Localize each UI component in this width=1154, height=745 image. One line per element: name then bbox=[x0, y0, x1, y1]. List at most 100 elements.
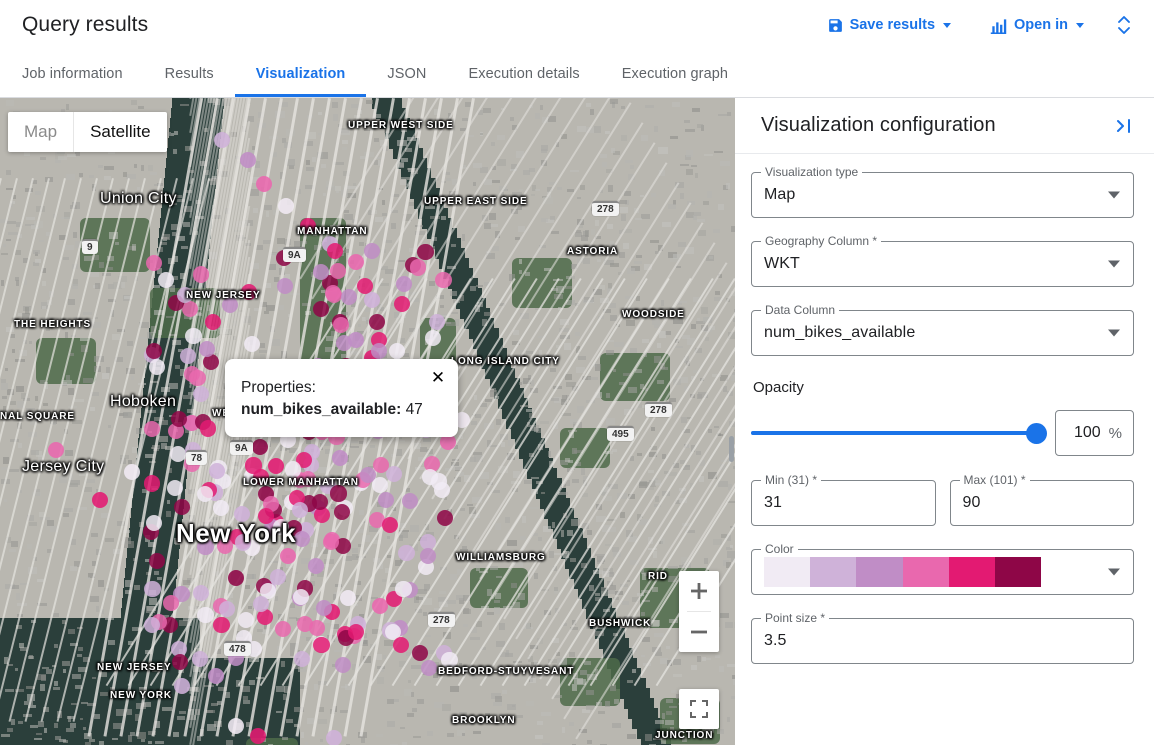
map-data-point[interactable] bbox=[292, 502, 309, 519]
map-data-point[interactable] bbox=[381, 516, 398, 533]
map-data-point[interactable] bbox=[198, 341, 215, 358]
map-data-point[interactable] bbox=[219, 601, 236, 618]
chevron-down-icon[interactable] bbox=[1108, 260, 1120, 268]
fullscreen-button[interactable] bbox=[679, 689, 719, 729]
map-zoom-control[interactable] bbox=[679, 571, 719, 652]
map-data-point[interactable] bbox=[252, 595, 269, 612]
map-data-point[interactable] bbox=[203, 353, 220, 371]
zoom-out-button[interactable] bbox=[679, 612, 719, 652]
opacity-value-input[interactable]: 100 % bbox=[1055, 410, 1134, 456]
point-size-input[interactable]: Point size * 3.5 bbox=[751, 611, 1134, 664]
map-data-point[interactable] bbox=[252, 469, 270, 486]
map-data-point[interactable] bbox=[334, 503, 351, 520]
map-data-point[interactable] bbox=[395, 581, 412, 598]
map-data-point[interactable] bbox=[227, 717, 245, 735]
map-data-point[interactable] bbox=[177, 286, 194, 303]
map-data-point[interactable] bbox=[213, 131, 231, 149]
map-data-point[interactable] bbox=[398, 545, 415, 562]
map-data-point[interactable] bbox=[148, 359, 165, 376]
map-data-point[interactable] bbox=[292, 588, 309, 605]
map-data-point[interactable] bbox=[167, 479, 184, 496]
map-data-point[interactable] bbox=[212, 499, 229, 517]
open-in-button[interactable]: Open in bbox=[981, 11, 1092, 40]
map-data-point[interactable] bbox=[434, 481, 451, 498]
close-icon[interactable]: ✕ bbox=[430, 367, 446, 387]
map-data-point[interactable] bbox=[329, 262, 346, 279]
chevron-down-icon[interactable] bbox=[1108, 329, 1120, 337]
map-data-point[interactable] bbox=[144, 616, 161, 633]
map-data-point[interactable] bbox=[385, 624, 402, 641]
map-data-point[interactable] bbox=[424, 330, 441, 347]
map-data-point[interactable] bbox=[421, 469, 438, 486]
map-data-point[interactable] bbox=[221, 296, 239, 313]
map-data-point[interactable] bbox=[363, 291, 381, 309]
map-data-point[interactable] bbox=[325, 729, 343, 745]
map-data-point[interactable] bbox=[192, 266, 209, 283]
map-data-point[interactable] bbox=[331, 449, 349, 467]
map-data-point[interactable] bbox=[336, 334, 353, 351]
map-data-point[interactable] bbox=[239, 151, 257, 169]
map-type-control[interactable]: Map Satellite bbox=[8, 112, 167, 152]
map-data-point[interactable] bbox=[235, 534, 252, 551]
map-data-point[interactable] bbox=[170, 410, 187, 427]
map-data-point[interactable] bbox=[205, 313, 222, 330]
map-info-window[interactable]: ✕ Properties: num_bikes_available: 47 bbox=[225, 359, 458, 437]
tab-visualization[interactable]: Visualization bbox=[234, 50, 367, 97]
map-data-point[interactable] bbox=[419, 547, 436, 564]
map-data-point[interactable] bbox=[182, 301, 199, 318]
tab-execution-details[interactable]: Execution details bbox=[468, 65, 580, 82]
map-data-point[interactable] bbox=[173, 677, 191, 695]
map-data-point[interactable] bbox=[259, 583, 276, 600]
map-data-point[interactable] bbox=[327, 242, 344, 259]
map-data-point[interactable] bbox=[341, 288, 358, 306]
map-data-point[interactable] bbox=[420, 659, 437, 676]
map-data-point[interactable] bbox=[312, 301, 329, 318]
map-data-point[interactable] bbox=[314, 507, 331, 524]
map-data-point[interactable] bbox=[393, 636, 410, 653]
map-data-point[interactable] bbox=[412, 644, 429, 661]
map-data-point[interactable] bbox=[296, 616, 313, 633]
color-select[interactable]: Color bbox=[751, 542, 1134, 595]
map-data-point[interactable] bbox=[409, 259, 426, 276]
opacity-slider[interactable] bbox=[751, 422, 1047, 444]
map-data-point[interactable] bbox=[274, 621, 291, 638]
map-data-point[interactable] bbox=[227, 569, 245, 587]
map-data-point[interactable] bbox=[185, 328, 202, 345]
map-data-point[interactable] bbox=[402, 492, 419, 509]
map-data-point[interactable] bbox=[193, 584, 210, 601]
map-data-point[interactable] bbox=[91, 491, 109, 509]
map-data-point[interactable] bbox=[370, 343, 387, 360]
map-data-point[interactable] bbox=[441, 651, 458, 668]
map-data-point[interactable] bbox=[307, 557, 325, 575]
map-data-point[interactable] bbox=[368, 314, 385, 331]
map-type-satellite[interactable]: Satellite bbox=[90, 122, 151, 141]
map-data-point[interactable] bbox=[368, 511, 385, 528]
visualization-type-select[interactable]: Visualization type Map bbox=[751, 165, 1134, 218]
map-data-point[interactable] bbox=[143, 475, 160, 492]
map-data-point[interactable] bbox=[347, 331, 365, 349]
map-data-point[interactable] bbox=[158, 271, 175, 288]
map-data-point[interactable] bbox=[315, 600, 332, 617]
map-data-point[interactable] bbox=[312, 493, 329, 510]
map-data-point[interactable] bbox=[189, 370, 206, 387]
map-data-point[interactable] bbox=[285, 461, 302, 478]
min-input[interactable]: Min (31) * 31 bbox=[751, 473, 936, 526]
map-data-point[interactable] bbox=[386, 466, 403, 483]
map-data-point[interactable] bbox=[299, 470, 316, 487]
map-data-point[interactable] bbox=[364, 243, 381, 260]
map-data-point[interactable] bbox=[335, 537, 352, 554]
map-data-point[interactable] bbox=[251, 438, 269, 456]
map-data-point[interactable] bbox=[193, 385, 210, 402]
collapse-panel-button[interactable] bbox=[1110, 112, 1138, 140]
map-data-point[interactable] bbox=[200, 420, 217, 437]
map-data-point[interactable] bbox=[146, 255, 163, 272]
save-results-button[interactable]: Save results bbox=[819, 11, 959, 40]
expand-collapse-button[interactable] bbox=[1108, 8, 1140, 42]
chevron-down-icon[interactable] bbox=[1108, 191, 1120, 199]
map-visualization[interactable]: UPPER WEST SIDE UPPER EAST SIDE Union City… bbox=[0, 98, 735, 745]
tab-job-information[interactable]: Job information bbox=[22, 65, 123, 82]
map-data-point[interactable] bbox=[388, 343, 405, 360]
map-data-point[interactable] bbox=[197, 606, 214, 623]
map-data-point[interactable] bbox=[371, 477, 388, 494]
slider-thumb[interactable] bbox=[1025, 422, 1047, 444]
